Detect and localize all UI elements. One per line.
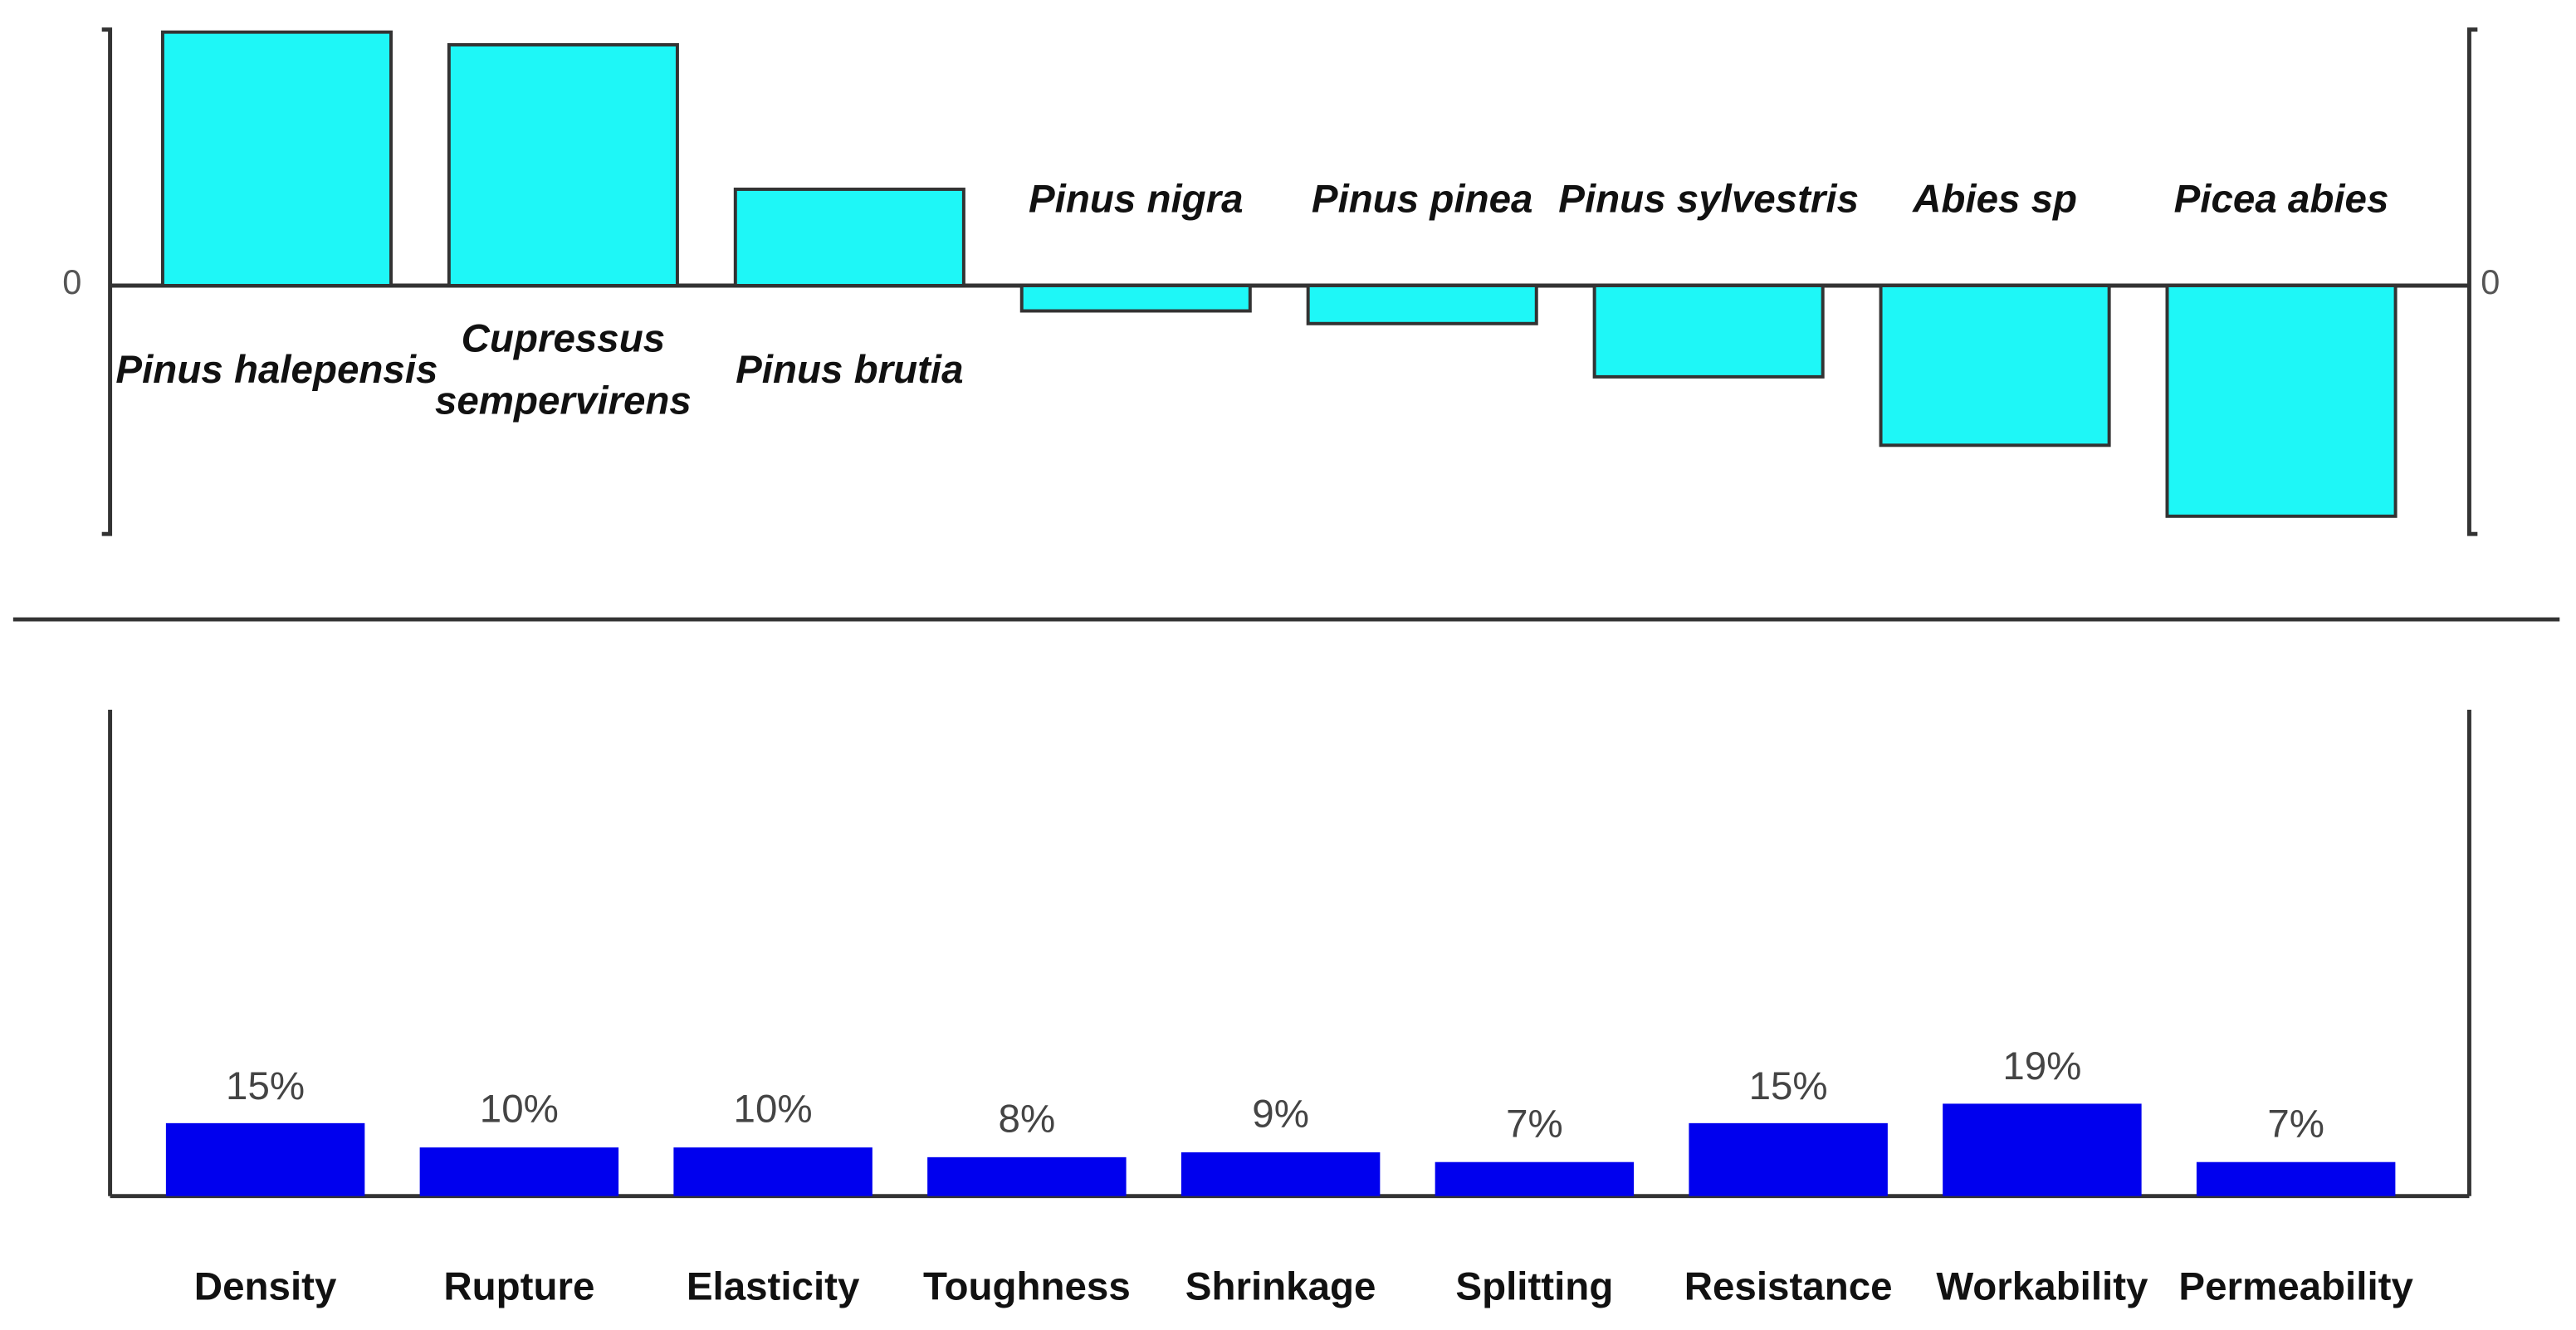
category-label: Resistance [1684,1264,1893,1310]
category-label: Shrinkage [1185,1264,1376,1310]
category-label: Pinus brutia [521,306,1179,437]
category-label-text: Pinus sylvestris [1558,177,1859,222]
category-label-text: Cupressus sempervirens [434,316,692,424]
category-label: Rupture [443,1264,595,1310]
bar [1689,1122,1888,1196]
value-label: 19% [2002,1044,2082,1089]
category-label: Pinus halepensis [0,306,605,437]
bar [447,42,679,287]
category-label-text: Pinus nigra [1028,177,1244,222]
category-label: Workability [1936,1264,2148,1310]
bar [673,1147,873,1196]
value-label: 10% [733,1088,813,1133]
left-bracket [101,27,113,536]
bar [1879,283,2111,447]
category-label-text: Pinus halepensis [115,348,438,393]
bar [1592,283,1825,379]
bar [1019,283,1252,313]
y-tick-label: 0 [62,264,82,302]
value-label: 8% [998,1098,1056,1143]
bar [1306,283,1538,325]
value-label: 15% [226,1064,306,1109]
bar [419,1147,619,1196]
category-label: Density [193,1264,337,1310]
bar [1180,1152,1381,1196]
category-label-text: Pinus pinea [1311,177,1533,222]
value-label: 9% [1252,1093,1309,1138]
bar [733,187,965,287]
category-label-text: Pinus brutia [736,348,964,393]
bar [1943,1103,2142,1196]
category-label: Pinus nigra [807,134,1464,266]
y2-tick-label: 0 [2481,264,2500,302]
category-label-text: Picea abies [2173,177,2389,222]
category-label: Cupressus sempervirens [235,306,892,437]
bar [1435,1161,1635,1196]
category-label-text: Abies sp [1913,177,2078,222]
bar [2196,1161,2396,1196]
category-label: Splitting [1455,1264,1614,1310]
value-label: 10% [479,1088,559,1133]
category-label: Picea abies [1953,134,2576,266]
bar [165,1122,365,1196]
right-bracket [2466,27,2478,536]
value-label: 7% [1506,1103,1563,1147]
bar [160,30,393,287]
category-label: Pinus pinea [1093,134,1751,266]
category-label: Abies sp [1666,134,2324,266]
category-label: Permeability [2178,1264,2413,1310]
bar [2165,283,2398,518]
category-label: Pinus sylvestris [1380,134,2037,266]
value-label: 15% [1748,1064,1828,1109]
bar [927,1156,1127,1196]
category-label: Elasticity [686,1264,860,1310]
value-label: 7% [2267,1103,2324,1147]
category-label: Toughness [922,1264,1131,1310]
